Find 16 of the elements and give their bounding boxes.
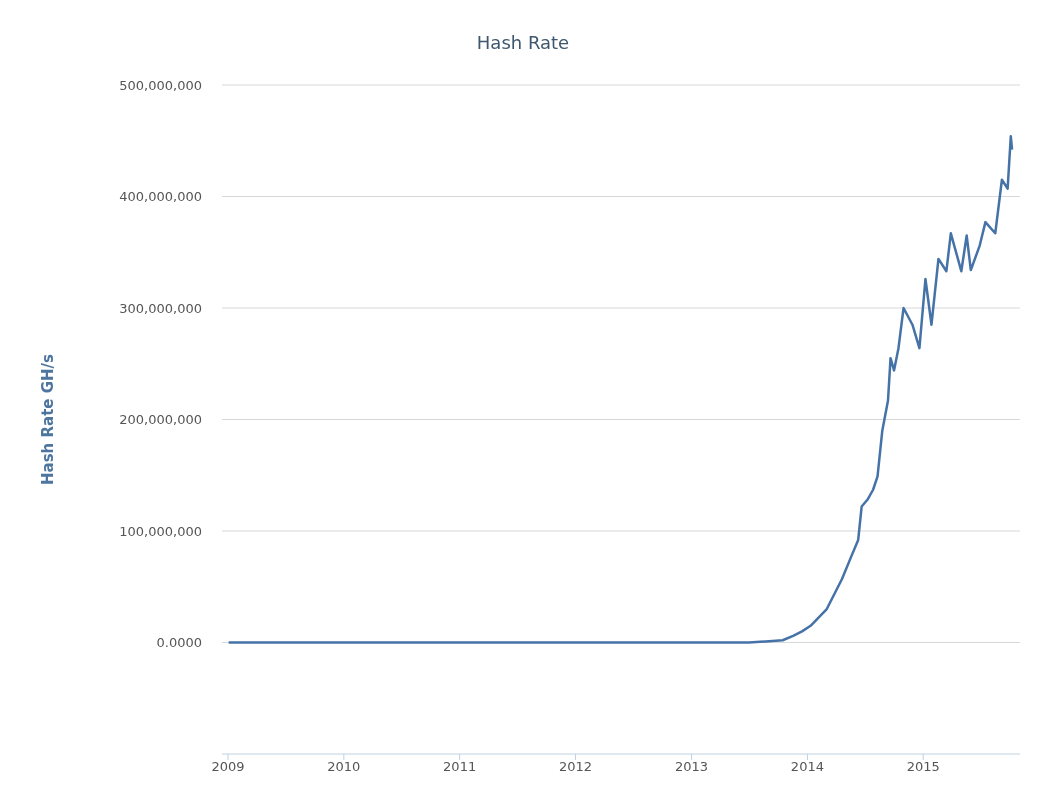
x-tick-label: 2012 [558, 759, 593, 775]
chart-title: Hash Rate [475, 32, 571, 53]
x-tick-label: 2011 [443, 759, 477, 775]
x-tick-label: 2015 [906, 759, 940, 775]
x-tick-label: 2009 [211, 759, 245, 775]
x-tick-label: 2013 [675, 759, 709, 775]
y-tick-label: 300,000,000 [119, 300, 202, 316]
line-series [227, 135, 1014, 644]
y-tick-label: 100,000,000 [119, 523, 202, 539]
y-tick-label: 400,000,000 [119, 189, 202, 205]
y-tick-label: 0.0000 [156, 635, 202, 651]
y-tick-label: 500,000,000 [119, 77, 202, 93]
x-tick-label: 2014 [790, 759, 824, 775]
x-tick-label: 2010 [327, 759, 361, 775]
y-axis-title: Hash Rate GH/s [39, 353, 58, 486]
y-tick-label: 200,000,000 [119, 412, 202, 428]
